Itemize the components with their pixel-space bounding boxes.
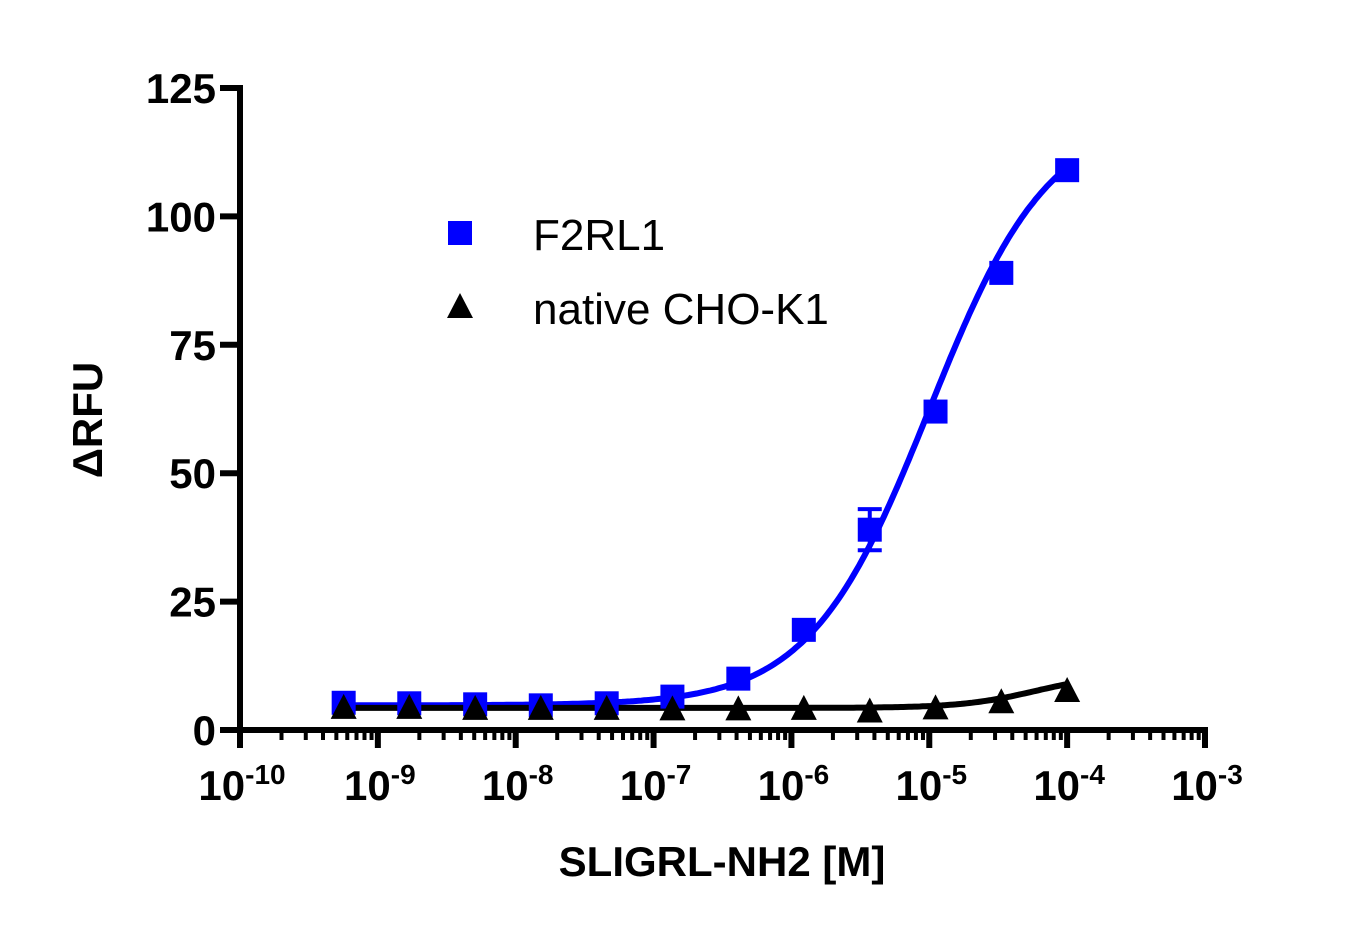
x-tick-label: 10-3 xyxy=(1171,759,1243,809)
data-point-f2rl1 xyxy=(1055,158,1080,183)
data-point-f2rl1 xyxy=(857,517,882,542)
legend-marker-f2rl1 xyxy=(448,221,472,245)
y-tick-label: 50 xyxy=(169,450,216,497)
legend-marker-native xyxy=(447,293,473,318)
x-axis-label: SLIGRL-NH2 [M] xyxy=(559,838,886,885)
y-axis-label: ΔRFU xyxy=(64,362,111,479)
data-points xyxy=(330,158,1081,723)
x-tick-label: 10-5 xyxy=(895,759,967,809)
fit-curve-0 xyxy=(343,166,1068,709)
y-tick-label: 0 xyxy=(193,707,216,754)
x-tick-label: 10-8 xyxy=(482,759,554,809)
data-point-native-cho-k1 xyxy=(856,697,883,723)
data-point-native-cho-k1 xyxy=(659,695,686,721)
data-point-native-cho-k1 xyxy=(527,694,554,720)
x-tick-label: 10-4 xyxy=(1033,759,1105,809)
data-point-f2rl1 xyxy=(791,617,816,642)
axes: 0 25 50 75 100 125 10-10 10-9 10-8 10-7 10-6 10-5 10… xyxy=(146,65,1243,809)
data-point-native-cho-k1 xyxy=(790,694,817,720)
data-point-native-cho-k1 xyxy=(330,693,357,719)
y-tick-label: 25 xyxy=(169,579,216,626)
data-point-native-cho-k1 xyxy=(1054,676,1081,702)
data-point-native-cho-k1 xyxy=(725,695,752,721)
y-tick-label: 125 xyxy=(146,65,216,112)
legend-label-f2rl1: F2RL1 xyxy=(533,211,665,260)
fit-curves xyxy=(343,166,1068,711)
data-point-native-cho-k1 xyxy=(988,688,1015,714)
data-point-native-cho-k1 xyxy=(396,693,423,719)
x-tick-label: 10-7 xyxy=(620,759,692,809)
data-point-native-cho-k1 xyxy=(922,694,949,720)
data-point-native-cho-k1 xyxy=(462,694,489,720)
legend: F2RL1 native CHO-K1 xyxy=(447,211,829,334)
data-point-f2rl1 xyxy=(989,260,1014,285)
x-tick-label: 10-10 xyxy=(198,759,285,809)
x-tick-label: 10-9 xyxy=(344,759,416,809)
legend-label-native: native CHO-K1 xyxy=(533,285,829,334)
y-tick-label: 75 xyxy=(169,322,216,369)
y-tick-label: 100 xyxy=(146,193,216,240)
x-tick-label: 10-6 xyxy=(758,759,830,809)
data-point-native-cho-k1 xyxy=(593,694,620,720)
data-point-f2rl1 xyxy=(726,666,751,691)
data-point-f2rl1 xyxy=(923,399,948,424)
